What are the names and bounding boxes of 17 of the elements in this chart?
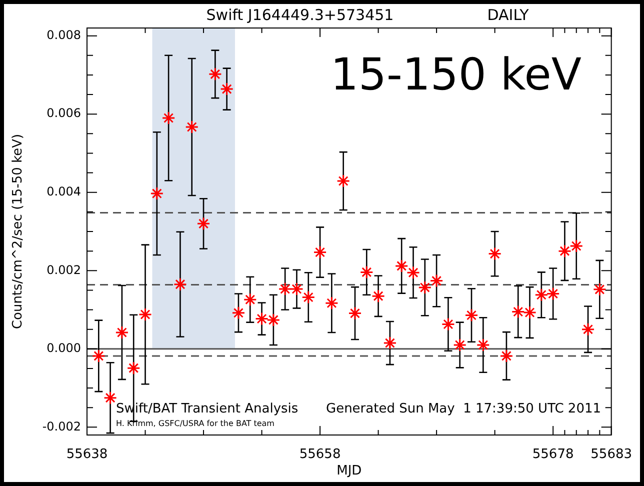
- x-tick-label: 55638: [66, 447, 108, 462]
- y-tick-label: 0.004: [46, 184, 81, 198]
- x-tick-label: 55678: [532, 447, 574, 462]
- x-axis-title: MJD: [336, 463, 362, 478]
- x-tick-label: 55658: [299, 447, 341, 462]
- chart-title: Swift J164449.3+573451: [206, 6, 394, 24]
- chart-subtitle: DAILY: [487, 6, 530, 24]
- y-tick-label: 0.008: [46, 28, 81, 42]
- y-tick-label: 0.006: [46, 106, 81, 120]
- y-tick-label: 0.002: [46, 262, 81, 277]
- annotation: Generated Sun May 1 17:39:50 UTC 2011: [326, 401, 602, 416]
- y-tick-label: 0.000: [46, 341, 81, 356]
- x-tick-label: 55683: [590, 447, 632, 462]
- y-axis-title: Counts/cm^2/sec (15-50 keV): [10, 134, 26, 330]
- y-tick-label: -0.002: [42, 419, 81, 434]
- annotation: H. Krimm, GSFC/USRA for the BAT team: [116, 419, 275, 428]
- annotation: 15-150 keV: [330, 49, 582, 100]
